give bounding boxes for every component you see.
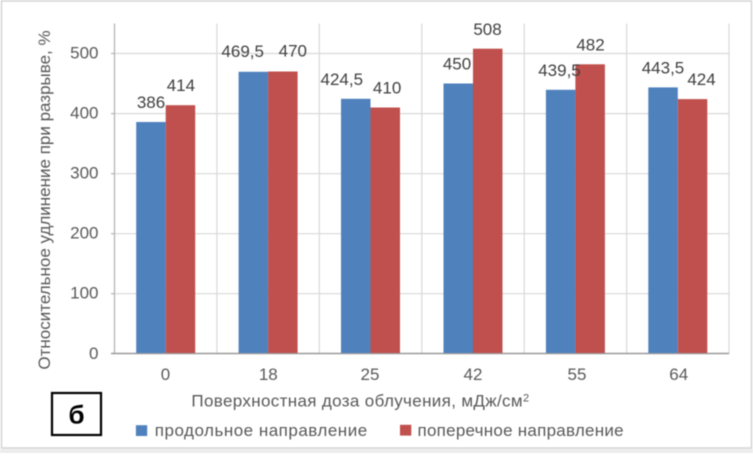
svg-text:450: 450 <box>443 55 471 74</box>
svg-text:300: 300 <box>70 164 98 183</box>
svg-text:100: 100 <box>70 284 98 303</box>
svg-text:б: б <box>68 400 84 430</box>
svg-text:200: 200 <box>70 224 98 243</box>
svg-text:470: 470 <box>279 42 307 61</box>
svg-text:продольное направление: продольное направление <box>155 421 368 440</box>
svg-text:410: 410 <box>373 79 401 98</box>
svg-text:55: 55 <box>568 365 587 384</box>
svg-text:424: 424 <box>687 70 715 89</box>
svg-text:42: 42 <box>464 365 483 384</box>
svg-text:439,5: 439,5 <box>538 61 581 80</box>
svg-text:Поверхностная доза облучения,: Поверхностная доза облучения, мДж/см2 <box>191 392 529 411</box>
svg-text:0: 0 <box>89 344 98 363</box>
svg-text:508: 508 <box>473 20 501 39</box>
svg-text:18: 18 <box>259 365 278 384</box>
svg-text:443,5: 443,5 <box>642 58 685 77</box>
svg-text:поперечное направление: поперечное направление <box>418 421 624 440</box>
svg-text:0: 0 <box>161 365 170 384</box>
svg-text:414: 414 <box>167 76 195 95</box>
svg-text:424,5: 424,5 <box>321 70 364 89</box>
svg-text:482: 482 <box>576 35 604 54</box>
svg-text:64: 64 <box>669 365 688 384</box>
svg-text:469,5: 469,5 <box>221 42 264 61</box>
svg-text:400: 400 <box>70 104 98 123</box>
svg-text:25: 25 <box>361 365 380 384</box>
svg-text:Относительное удлинение при ра: Относительное удлинение при разрыве, % <box>35 30 54 369</box>
svg-text:500: 500 <box>70 44 98 63</box>
svg-text:386: 386 <box>137 93 165 112</box>
